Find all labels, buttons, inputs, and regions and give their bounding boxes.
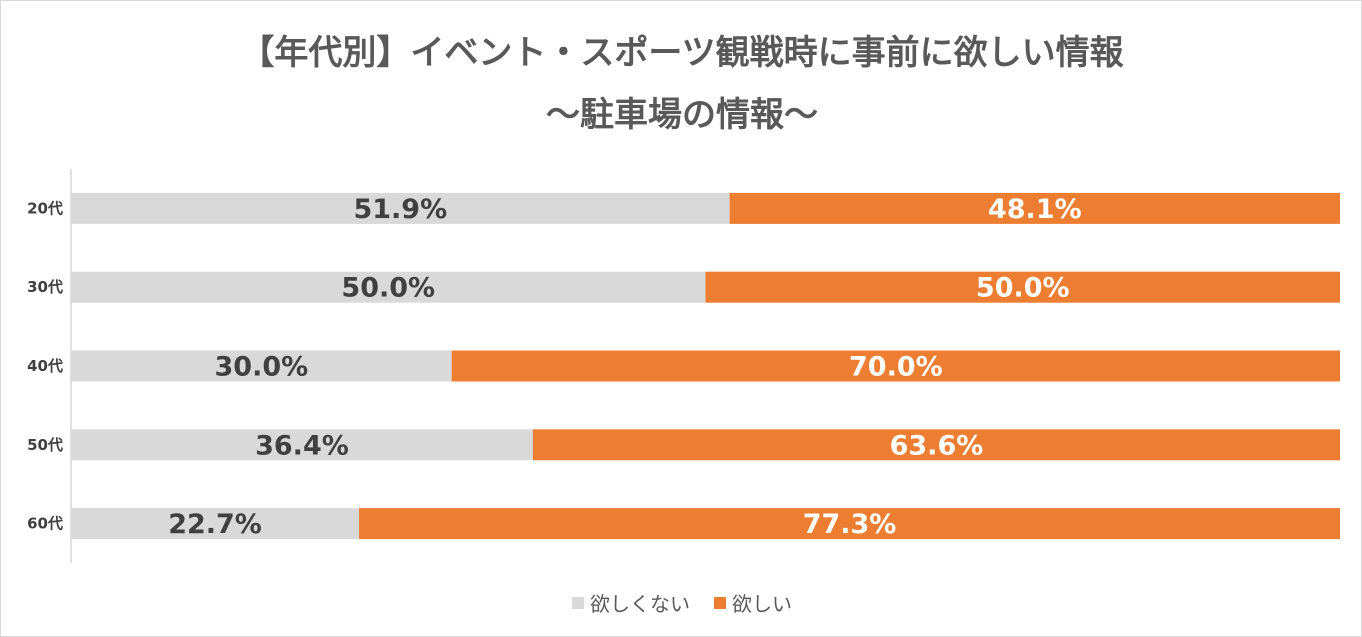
legend-swatch-wanted [714,596,726,609]
data-label-wanted: 63.6% [890,430,984,461]
category-label: 60代 [27,515,63,533]
chart-title: 【年代別】イベント・スポーツ観戦時に事前に欲しい情報 [240,33,1124,73]
data-label-not-wanted: 30.0% [215,352,309,383]
data-label-wanted: 50.0% [976,273,1070,304]
bar-not-wanted [71,192,730,224]
data-label-wanted: 48.1% [988,194,1082,225]
legend: 欲しくない 欲しい [1,588,1362,617]
bar-not-wanted [71,508,360,540]
data-label-not-wanted: 50.0% [341,273,435,304]
category-label: 30代 [27,278,63,296]
data-label-not-wanted: 22.7% [168,509,262,540]
bar-wanted [532,429,1340,461]
data-label-wanted: 77.3% [803,509,897,540]
bar-wanted [705,271,1340,303]
bar-not-wanted [71,429,533,461]
data-label-wanted: 70.0% [849,352,943,383]
legend-swatch-not-wanted [572,596,584,609]
legend-item-wanted: 欲しい [714,588,792,617]
chart-subtitle: ～駐車場の情報～ [546,95,818,135]
plot-area: 20代 51.9% 48.1% 30代 50.0% 50.0% 40代 30.0% 70.0% 5… [27,169,1340,563]
category-label: 40代 [27,357,63,375]
bar-wanted [729,192,1340,224]
data-label-not-wanted: 51.9% [353,194,447,225]
category-label: 20代 [27,199,63,217]
bar-not-wanted [71,350,452,382]
data-label-not-wanted: 36.4% [255,430,349,461]
bar-wanted [451,350,1340,382]
legend-item-not-wanted: 欲しくない [572,588,690,617]
category-label: 50代 [27,436,63,454]
bar-not-wanted [71,271,706,303]
legend-label-wanted: 欲しい [732,592,792,616]
bar-wanted [359,508,1340,540]
legend-label-not-wanted: 欲しくない [590,592,690,616]
